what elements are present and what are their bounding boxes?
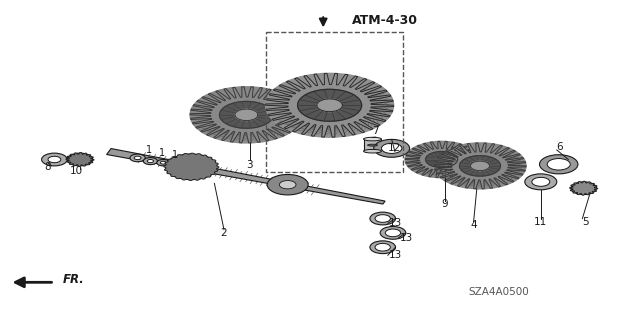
Circle shape [370,241,396,254]
Text: 5: 5 [582,217,589,227]
Text: 13: 13 [389,218,402,228]
Circle shape [268,174,308,195]
Circle shape [460,156,500,176]
Circle shape [143,158,157,165]
Text: 13: 13 [389,250,402,260]
Text: 3: 3 [246,160,253,170]
Text: 10: 10 [70,166,83,176]
Circle shape [190,87,303,143]
Circle shape [130,154,145,162]
Text: 1: 1 [172,150,178,160]
Circle shape [426,152,458,167]
Circle shape [578,185,589,191]
Text: 2: 2 [221,228,227,238]
Text: 7: 7 [372,126,379,136]
Circle shape [220,101,273,128]
Text: 8: 8 [45,162,51,173]
Text: 1: 1 [146,145,152,155]
Circle shape [375,243,390,251]
Ellipse shape [364,149,381,153]
Circle shape [167,161,179,167]
Circle shape [374,139,410,157]
Bar [364,139,381,151]
Circle shape [525,174,557,190]
Circle shape [470,161,490,171]
Text: 1: 1 [159,148,165,158]
Text: 4: 4 [470,220,477,230]
Polygon shape [434,143,526,189]
Circle shape [170,163,175,166]
Text: 6: 6 [557,142,563,152]
Circle shape [180,161,203,173]
Circle shape [385,229,401,237]
Text: FR.: FR. [63,273,84,286]
Circle shape [532,177,550,186]
Circle shape [370,212,396,225]
Polygon shape [405,141,478,178]
Circle shape [42,153,67,166]
Circle shape [375,215,390,222]
Ellipse shape [367,144,378,146]
Circle shape [298,89,362,121]
Circle shape [147,160,154,163]
Circle shape [381,143,402,153]
Circle shape [266,73,394,137]
Text: 13: 13 [400,233,413,243]
Polygon shape [107,149,385,204]
Circle shape [280,181,296,189]
Circle shape [166,154,217,180]
Text: 12: 12 [388,143,401,153]
Polygon shape [266,73,394,137]
Circle shape [540,155,578,174]
Circle shape [48,156,61,163]
Circle shape [380,226,406,239]
Circle shape [571,182,596,195]
Circle shape [75,157,85,162]
Circle shape [67,153,93,166]
Polygon shape [164,153,219,181]
Circle shape [434,143,526,189]
Text: SZA4A0500: SZA4A0500 [469,287,529,297]
Circle shape [160,161,166,164]
Circle shape [317,99,342,112]
Text: ATM-4-30: ATM-4-30 [352,14,418,27]
Circle shape [134,156,141,160]
Circle shape [235,109,258,121]
Circle shape [157,160,170,166]
Text: 11: 11 [534,217,547,227]
Polygon shape [66,152,94,167]
Polygon shape [570,181,598,195]
Circle shape [547,159,570,170]
Polygon shape [190,87,303,143]
Text: 9: 9 [442,199,448,209]
Circle shape [405,141,478,178]
Ellipse shape [364,137,381,141]
